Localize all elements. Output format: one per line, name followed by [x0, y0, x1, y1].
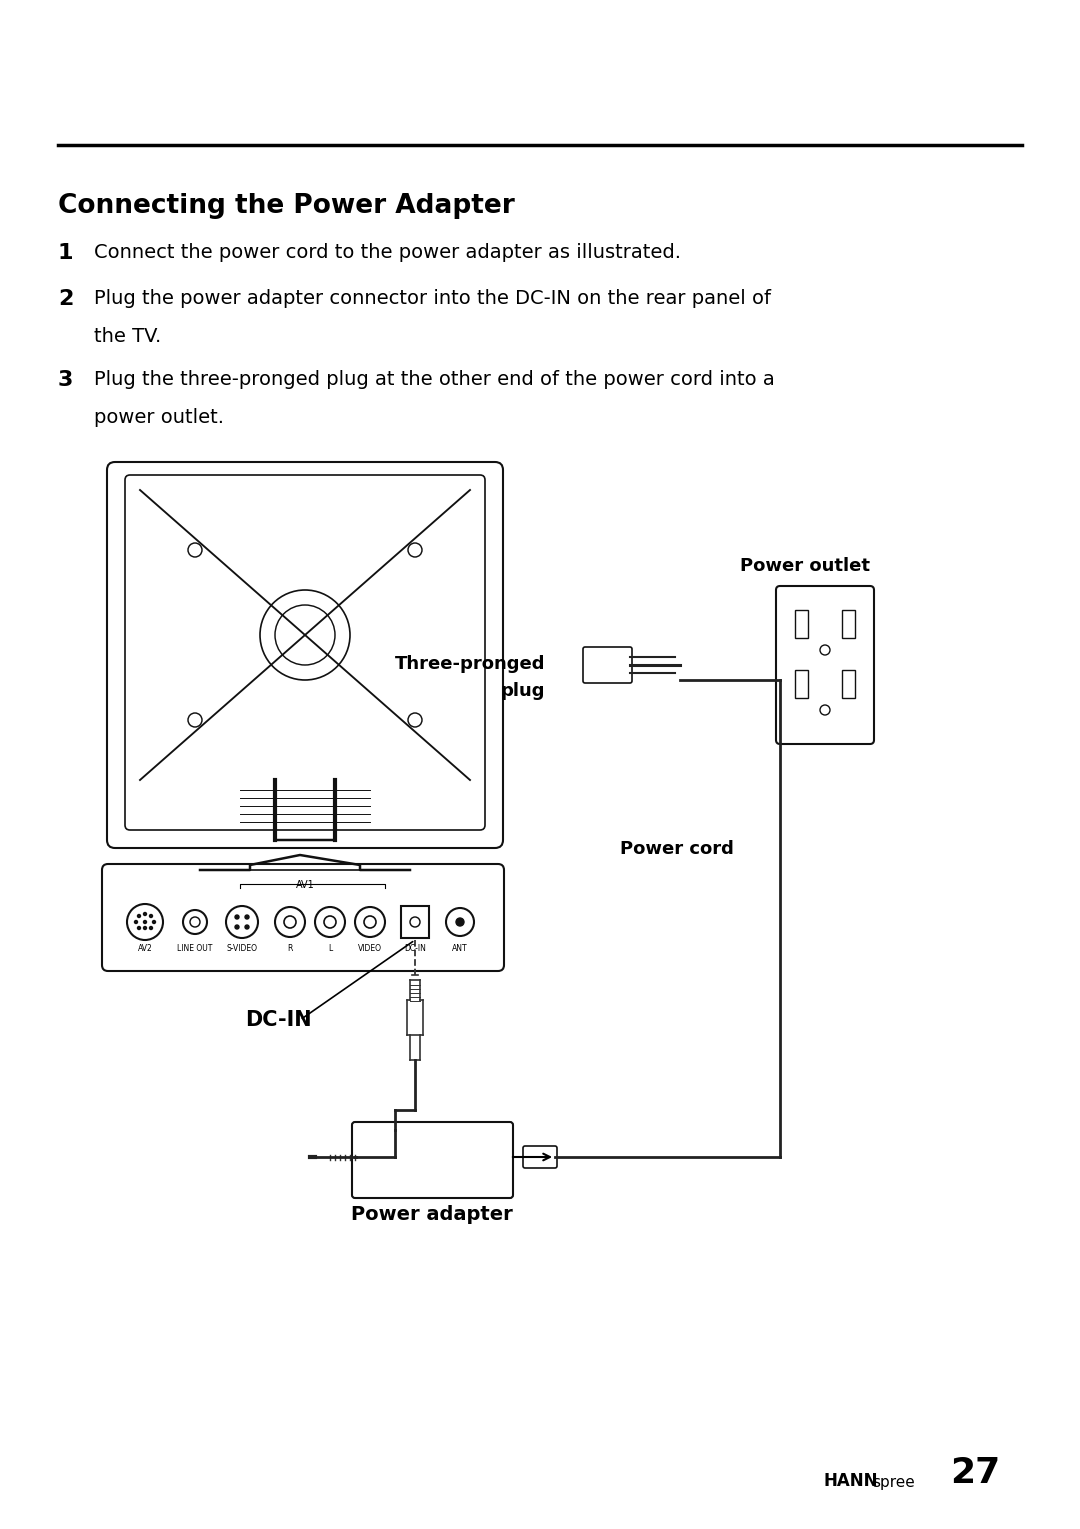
- Text: 3: 3: [58, 370, 73, 390]
- Text: Power cord: Power cord: [620, 839, 734, 858]
- Circle shape: [149, 914, 152, 917]
- Text: L: L: [328, 943, 333, 953]
- Circle shape: [144, 927, 147, 930]
- Text: Plug the three-pronged plug at the other end of the power cord into a: Plug the three-pronged plug at the other…: [94, 370, 774, 388]
- Text: Plug the power adapter connector into the DC-IN on the rear panel of: Plug the power adapter connector into th…: [94, 289, 771, 307]
- Circle shape: [245, 925, 249, 930]
- Text: R: R: [287, 943, 293, 953]
- Circle shape: [456, 917, 464, 927]
- Text: Connecting the Power Adapter: Connecting the Power Adapter: [58, 193, 515, 219]
- Text: DC-IN: DC-IN: [245, 1011, 312, 1031]
- FancyBboxPatch shape: [523, 1147, 557, 1168]
- Text: S-VIDEO: S-VIDEO: [227, 943, 257, 953]
- FancyBboxPatch shape: [125, 476, 485, 830]
- Circle shape: [137, 927, 140, 930]
- Circle shape: [152, 920, 156, 924]
- Text: the TV.: the TV.: [94, 327, 161, 346]
- Circle shape: [149, 927, 152, 930]
- FancyBboxPatch shape: [107, 462, 503, 849]
- FancyBboxPatch shape: [583, 647, 632, 683]
- Text: AV2: AV2: [137, 943, 152, 953]
- Circle shape: [235, 925, 239, 930]
- Text: ANT: ANT: [453, 943, 468, 953]
- Text: LINE OUT: LINE OUT: [177, 943, 213, 953]
- Circle shape: [144, 913, 147, 916]
- Text: Connect the power cord to the power adapter as illustrated.: Connect the power cord to the power adap…: [94, 243, 681, 261]
- Text: power outlet.: power outlet.: [94, 408, 224, 427]
- FancyBboxPatch shape: [102, 864, 504, 971]
- FancyBboxPatch shape: [777, 586, 874, 745]
- Bar: [795, 610, 808, 638]
- Text: DC-IN: DC-IN: [404, 943, 426, 953]
- Text: Power outlet: Power outlet: [740, 557, 870, 575]
- Text: HANN: HANN: [824, 1472, 878, 1489]
- FancyBboxPatch shape: [352, 1122, 513, 1199]
- Bar: [795, 670, 808, 699]
- Circle shape: [235, 914, 239, 919]
- Circle shape: [135, 920, 137, 924]
- Circle shape: [137, 914, 140, 917]
- Text: Power adapter: Power adapter: [351, 1205, 513, 1225]
- Text: 2: 2: [58, 289, 73, 309]
- Text: spree: spree: [873, 1475, 915, 1489]
- Text: Three-pronged: Three-pronged: [394, 654, 545, 673]
- Bar: [401, 907, 429, 937]
- Bar: [842, 610, 855, 638]
- Text: plug: plug: [500, 682, 545, 700]
- Text: 1: 1: [58, 243, 73, 263]
- Circle shape: [245, 914, 249, 919]
- Circle shape: [144, 920, 147, 924]
- Text: 27: 27: [949, 1456, 1000, 1489]
- Text: AV1: AV1: [296, 881, 314, 890]
- Text: VIDEO: VIDEO: [357, 943, 382, 953]
- Bar: [842, 670, 855, 699]
